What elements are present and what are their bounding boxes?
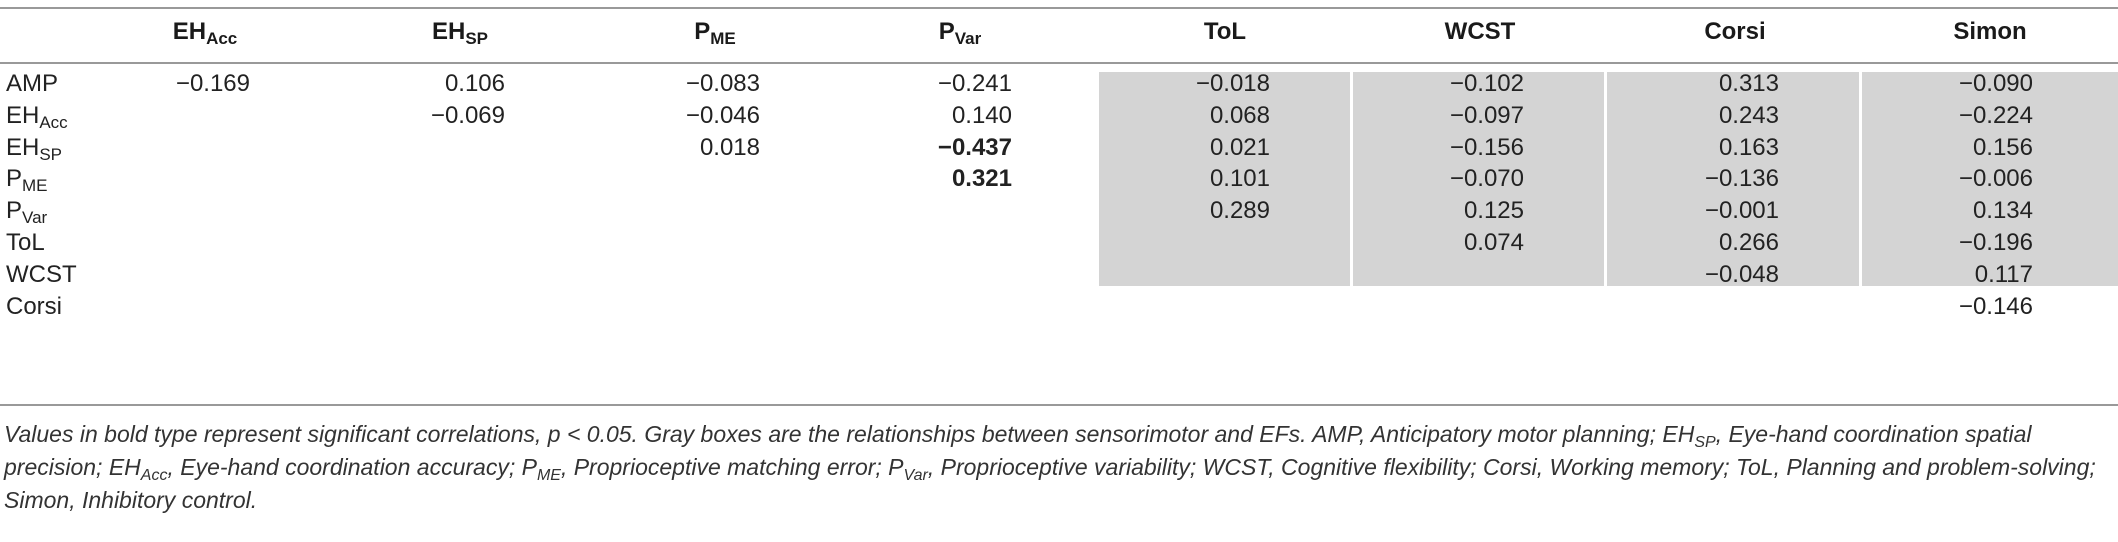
gray-box-wcst: [1353, 72, 1604, 286]
table-cell: −0.046: [685, 101, 760, 129]
table-cell: −0.070: [1449, 165, 1524, 193]
gray-box-simon: [1862, 72, 2118, 286]
table-cell: 0.068: [1209, 101, 1270, 129]
table-cell: 0.101: [1209, 165, 1270, 193]
table-cell: −0.097: [1449, 101, 1524, 129]
row-label: PVar: [6, 195, 47, 227]
table-footnote: Values in bold type represent significan…: [4, 418, 2108, 517]
table-cell: −0.001: [1704, 197, 1779, 225]
column-header-label: Simon: [1953, 18, 2027, 45]
table-cell: 0.266: [1718, 229, 1779, 256]
row-label-text: WCST: [6, 260, 77, 288]
table-cell: −0.083: [685, 70, 760, 97]
footnote-line2a: , Eye-hand coordination spatial precisio…: [4, 421, 2032, 480]
table-cell: 0.289: [1209, 197, 1270, 225]
table-cell: 0.018: [699, 133, 760, 161]
table-cell: 0.243: [1718, 101, 1779, 129]
column-header-label: EH: [431, 18, 466, 45]
column-header-p_me: PME: [615, 16, 815, 48]
row-label: EHSP: [6, 132, 62, 164]
header-rule: [0, 62, 2118, 64]
table-cell: −0.241: [937, 70, 1012, 97]
footnote-line2c: , Proprioceptive matching error; P: [560, 454, 904, 480]
column-header-eh_sp: EHSP: [360, 16, 560, 48]
table-cell: 0.134: [1972, 197, 2033, 225]
row-label-text: ToL: [6, 229, 45, 256]
column-header-tol: ToL: [1125, 16, 1325, 48]
footnote-sub-me: ME: [536, 467, 561, 484]
row-label: PME: [6, 163, 48, 195]
table-cell: −0.437: [937, 133, 1012, 161]
bottom-rule: [0, 404, 2118, 406]
row-label-subscript: ME: [22, 176, 48, 196]
row-label: ToL: [6, 227, 45, 259]
column-header-subscript: Acc: [206, 29, 238, 48]
footnote-line1: Values in bold type represent significan…: [4, 421, 1695, 447]
table-cell: −0.090: [1958, 70, 2033, 97]
column-header-label: ToL: [1203, 18, 1247, 45]
table-cell: −0.018: [1195, 70, 1270, 97]
row-label-text: P: [6, 165, 23, 193]
footnote-sub-acc: Acc: [140, 467, 168, 484]
row-label-text: P: [6, 197, 23, 225]
footnote-line2b: , Eye-hand coordination accuracy; P: [167, 454, 537, 480]
footnote-sub-var: Var: [903, 467, 928, 484]
column-header-label: P: [694, 18, 711, 45]
table-cell: −0.136: [1704, 165, 1779, 193]
table-cell: 0.074: [1463, 229, 1524, 256]
table-cell: 0.313: [1718, 70, 1779, 97]
column-header-corsi: Corsi: [1635, 16, 1835, 48]
row-label: WCST: [6, 259, 77, 291]
table-cell: 0.140: [951, 101, 1012, 129]
row-label-text: EH: [6, 133, 40, 161]
table-cell: 0.163: [1718, 133, 1779, 161]
column-header-label: Corsi: [1704, 18, 1766, 45]
row-label-text: EH: [6, 101, 40, 129]
table-cell: 0.106: [444, 70, 505, 97]
top-rule: [0, 7, 2118, 9]
table-cell: 0.117: [1974, 260, 2033, 288]
row-label-subscript: Var: [22, 208, 48, 228]
row-label-subscript: SP: [39, 144, 63, 164]
table-cell: 0.021: [1209, 133, 1270, 161]
table-cell: −0.224: [1958, 101, 2033, 129]
gray-box-corsi: [1607, 72, 1859, 286]
column-header-simon: Simon: [1890, 16, 2090, 48]
table-cell: −0.006: [1958, 165, 2033, 193]
column-header-subscript: SP: [465, 29, 489, 48]
footnote-sub-sp: SP: [1694, 434, 1716, 451]
column-header-wcst: WCST: [1380, 16, 1580, 48]
row-label-subscript: Acc: [39, 112, 68, 132]
column-header-label: P: [938, 18, 955, 45]
column-header-label: EH: [172, 18, 207, 45]
footnote-line2d: , Proprioceptive variability; WCST, Cogn…: [4, 454, 2096, 513]
column-header-subscript: ME: [710, 29, 736, 48]
table-cell: −0.069: [430, 101, 505, 129]
gray-box-tol: [1099, 72, 1350, 286]
column-header-subscript: Var: [954, 29, 982, 48]
table-cell: 0.125: [1463, 197, 1524, 225]
table-cell: −0.146: [1958, 292, 2033, 320]
row-label: AMP: [6, 68, 58, 100]
column-header-label: WCST: [1444, 18, 1516, 45]
row-label: Corsi: [6, 291, 62, 323]
table-cell: −0.048: [1704, 260, 1779, 288]
table-cell: 0.321: [951, 165, 1012, 193]
column-header-p_var: PVar: [860, 16, 1060, 48]
table-cell: −0.196: [1958, 229, 2033, 256]
column-header-eh_acc: EHAcc: [105, 16, 305, 48]
table-cell: −0.156: [1449, 133, 1524, 161]
table-cell: 0.156: [1972, 133, 2033, 161]
row-label: EHAcc: [6, 100, 68, 132]
table-cell: −0.169: [175, 70, 250, 97]
table-cell: −0.102: [1449, 70, 1524, 97]
row-label-text: Corsi: [6, 292, 63, 320]
row-label-text: AMP: [6, 70, 59, 97]
